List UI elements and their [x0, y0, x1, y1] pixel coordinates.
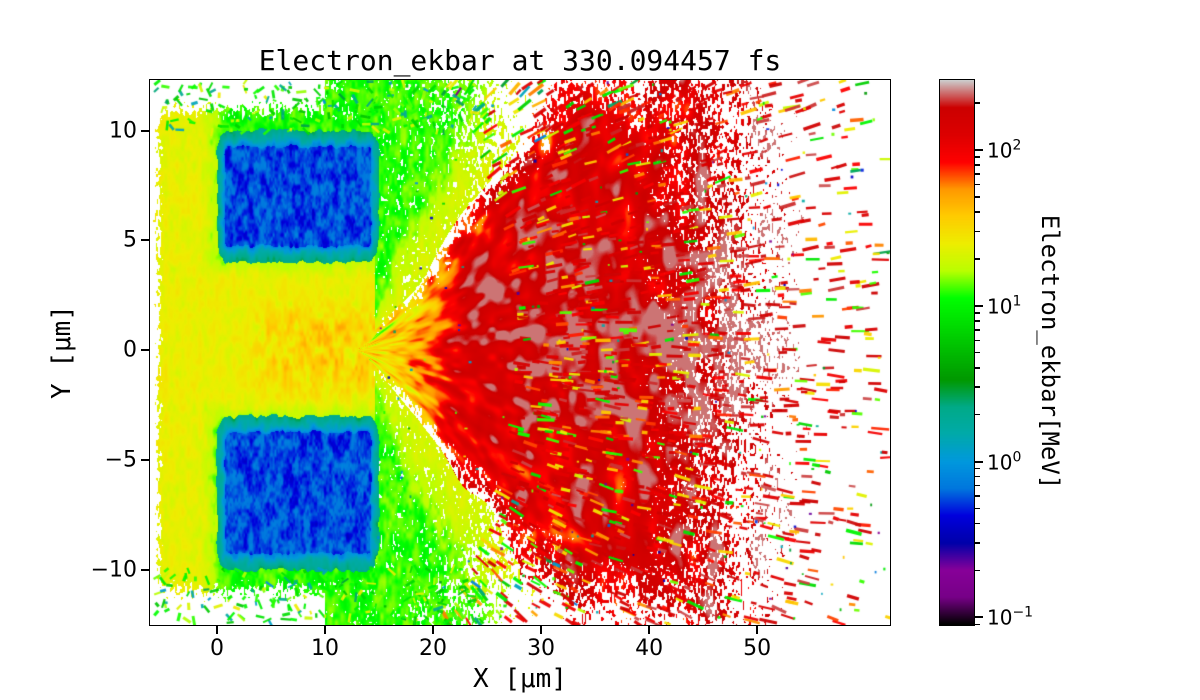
heatmap-canvas	[150, 80, 890, 625]
x-axis-tick	[756, 626, 759, 634]
colorbar-minor-tick	[975, 211, 980, 213]
x-tick-label: 40	[635, 636, 664, 661]
colorbar-minor-tick	[975, 339, 980, 342]
y-axis-label: Y [μm]	[47, 305, 77, 399]
y-axis-tick	[141, 239, 149, 242]
colorbar-minor-tick	[975, 507, 980, 510]
y-axis-tick	[141, 569, 149, 572]
colorbar-minor-tick	[975, 569, 980, 572]
colorbar-tick	[975, 304, 983, 307]
colorbar-minor-tick	[975, 522, 980, 525]
colorbar-tick-label: 100	[987, 449, 1022, 474]
x-tick-label: 30	[527, 636, 556, 661]
colorbar-minor-tick	[975, 312, 980, 314]
colorbar-minor-tick	[975, 475, 980, 478]
colorbar-minor-tick	[975, 173, 980, 175]
x-axis-tick	[648, 626, 651, 634]
colorbar-tick	[975, 616, 983, 619]
colorbar-minor-tick	[975, 156, 980, 158]
y-tick-label: −5	[104, 447, 137, 473]
colorbar-minor-tick	[975, 329, 980, 331]
colorbar-tick-label: 101	[987, 293, 1022, 319]
y-tick-label: 0	[123, 337, 137, 363]
colorbar-minor-tick	[975, 484, 980, 487]
colorbar-minor-tick	[975, 623, 980, 626]
colorbar-minor-tick	[975, 413, 980, 416]
colorbar-minor-tick	[975, 320, 980, 322]
y-tick-label: 10	[109, 118, 137, 144]
colorbar-minor-tick	[975, 258, 980, 260]
colorbar-minor-tick	[975, 183, 980, 186]
colorbar-minor-tick	[975, 495, 980, 497]
x-tick-label: 10	[311, 636, 339, 661]
y-tick-label: −10	[90, 557, 137, 583]
y-axis-tick	[141, 349, 149, 352]
x-axis-tick	[324, 626, 326, 634]
chart-title: Electron_ekbar at 330.094457 fs	[258, 44, 782, 77]
colorbar-minor-tick	[975, 196, 980, 198]
colorbar-tick	[975, 460, 983, 463]
x-tick-label: 20	[419, 636, 448, 661]
x-tick-label: 50	[743, 636, 772, 661]
colorbar-minor-tick	[975, 230, 980, 233]
colorbar-minor-tick	[975, 351, 980, 354]
colorbar-tick	[975, 149, 983, 152]
colorbar-minor-tick	[975, 367, 980, 369]
colorbar-tick-label: 102	[987, 137, 1022, 163]
x-axis-tick	[432, 626, 435, 634]
colorbar-label: Electron_ekbar[MeV]	[1036, 214, 1064, 490]
x-axis-label: X [μm]	[473, 664, 567, 694]
y-tick-label: 5	[123, 227, 137, 253]
colorbar-minor-tick	[975, 467, 980, 470]
colorbar-minor-tick	[975, 102, 980, 104]
y-axis-tick	[141, 459, 149, 462]
colorbar-tick-label: 10−1	[987, 604, 1034, 630]
colorbar-minor-tick	[975, 542, 980, 544]
x-tick-label: 0	[209, 636, 224, 661]
y-axis-tick	[141, 129, 149, 132]
plot-area	[149, 79, 891, 626]
x-axis-tick	[215, 626, 218, 634]
colorbar-minor-tick	[975, 164, 980, 166]
colorbar-minor-tick	[975, 386, 980, 388]
x-axis-tick	[540, 626, 543, 634]
colorbar	[939, 79, 975, 626]
